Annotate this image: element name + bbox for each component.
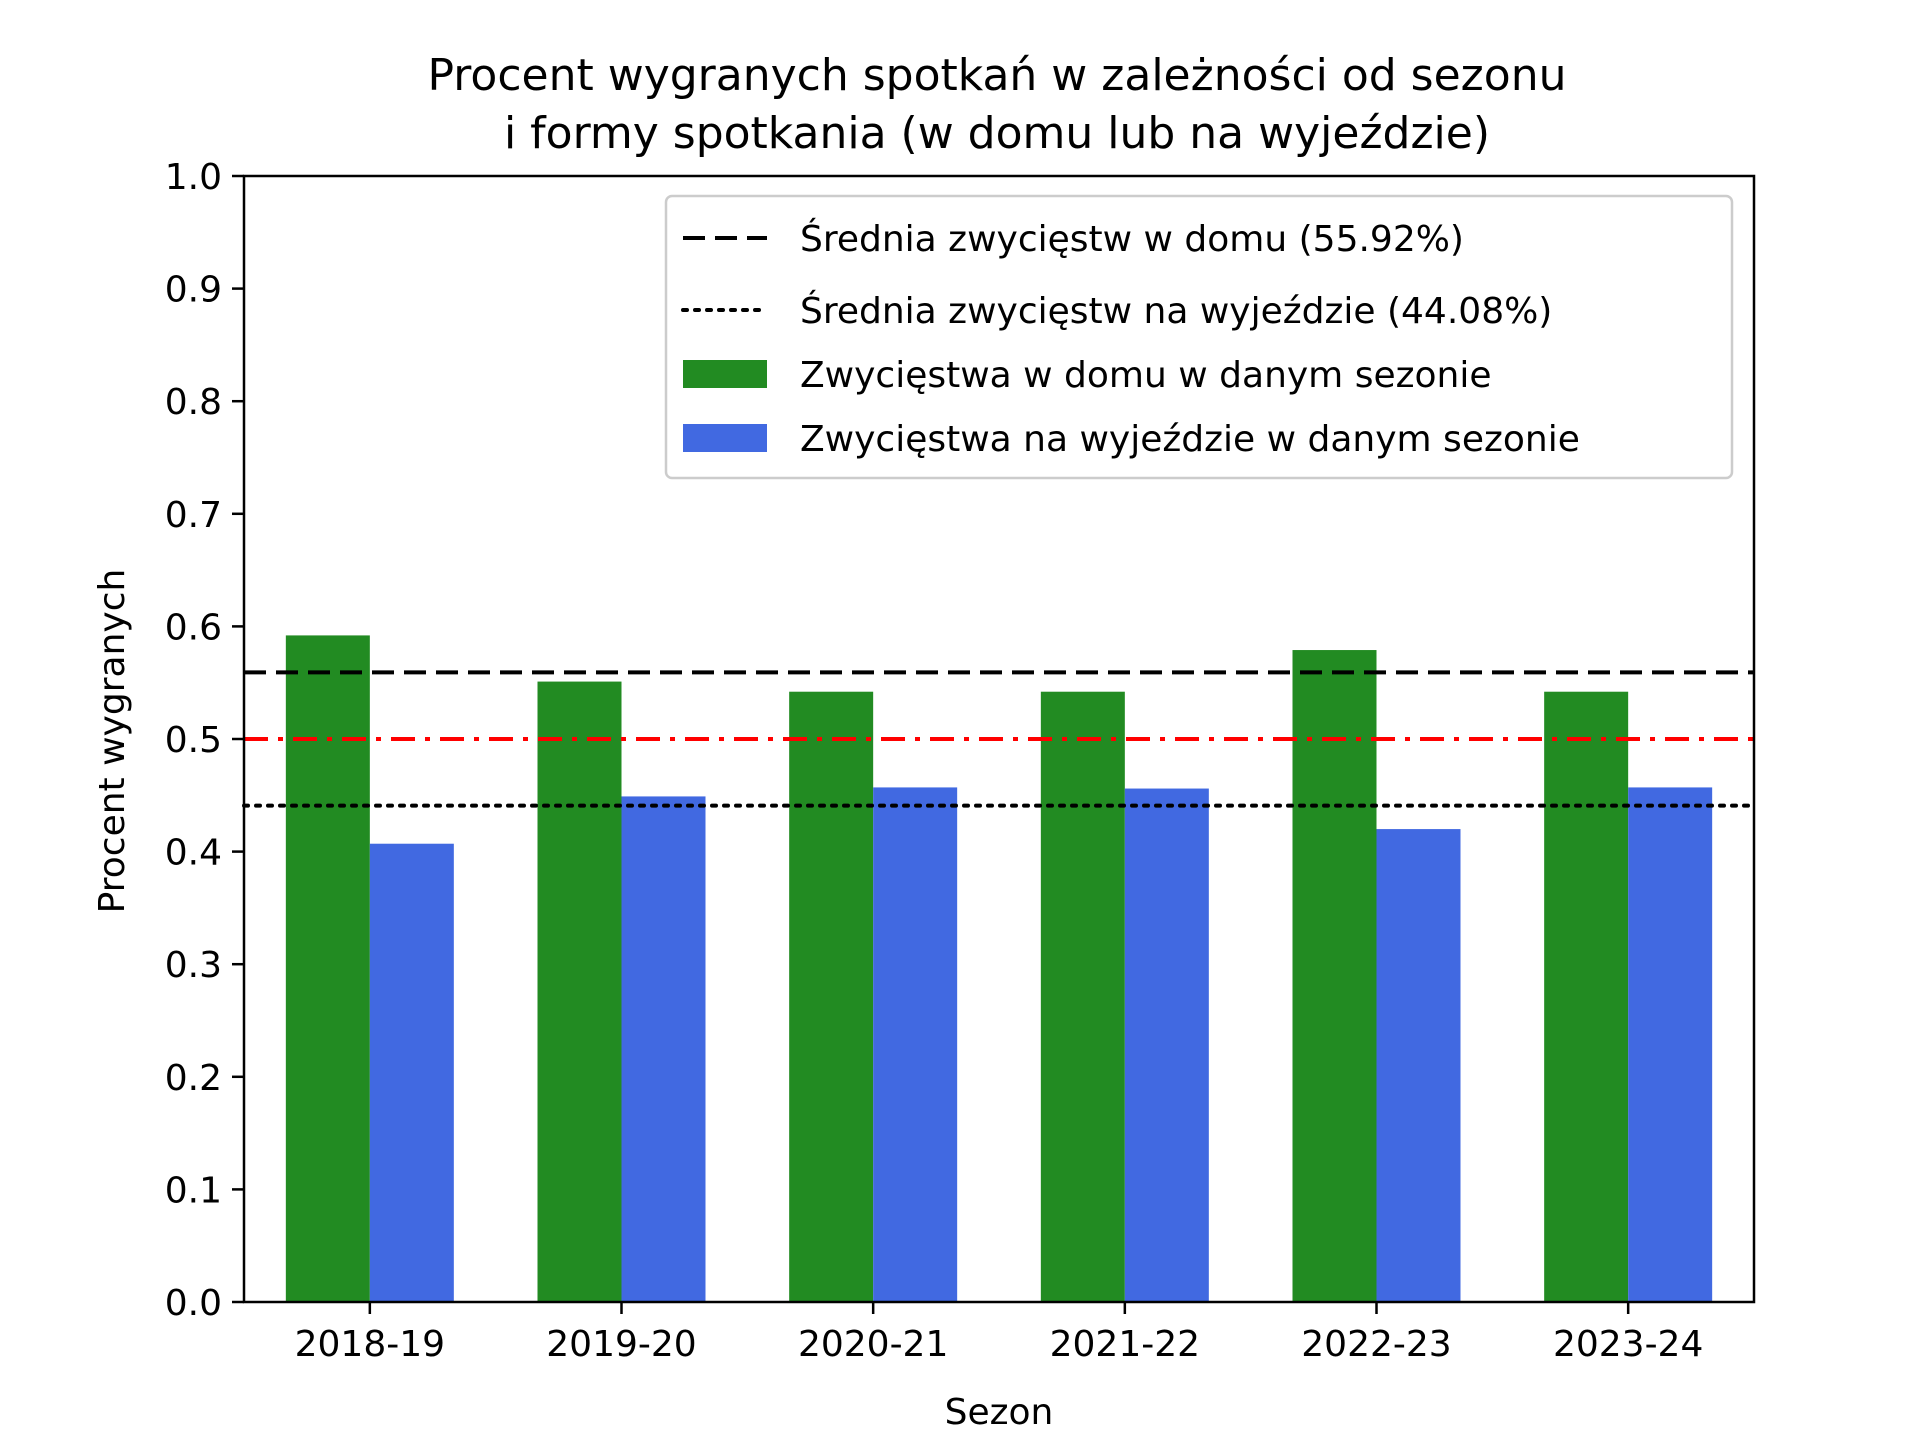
away-win-bar-2021-22 [1124, 788, 1209, 1302]
away-win-bar-2018-19 [369, 843, 454, 1302]
home-win-bar-2022-23 [1292, 650, 1377, 1302]
y-axis: 0.0 0.1 0.2 0.3 0.4 0.5 0.6 0.7 0.8 0.9 1.0 [165, 157, 244, 1324]
y-tick-label: 0.9 [165, 270, 222, 311]
reference-lines-layer [242, 670, 1756, 808]
x-axis-label: Sezon [945, 1392, 1054, 1433]
home-win-bar-2019-20 [537, 681, 622, 1302]
chart-title-line-2: i formy spotkania (w domu lub na wyjeźdz… [504, 108, 1490, 159]
home-win-bar-2023-24 [1544, 691, 1629, 1302]
home-win-bar-2018-19 [285, 635, 370, 1302]
home-win-bar-2020-21 [789, 691, 874, 1302]
y-tick-label: 0.3 [165, 945, 222, 986]
away-win-bar-2020-21 [873, 787, 958, 1302]
legend-handle-patch [683, 360, 767, 388]
y-tick-label: 0.0 [165, 1283, 222, 1324]
away-win-bar-2023-24 [1628, 787, 1713, 1302]
chart-title: Procent wygranych spotkań w zależności o… [428, 50, 1567, 159]
x-axis: 2018-19 2019-20 2020-21 2021-22 2022-23 2023-… [295, 1302, 1703, 1365]
y-tick-label: 0.1 [165, 1170, 222, 1211]
home-win-bar-2021-22 [1040, 691, 1125, 1302]
legend-entry-label: Zwycięstwa na wyjeździe w danym sezonie [800, 419, 1580, 460]
y-tick-label: 0.2 [165, 1058, 222, 1099]
x-tick-label: 2019-20 [546, 1324, 696, 1365]
y-tick-label: 0.5 [165, 720, 222, 761]
x-tick-label: 2020-21 [798, 1324, 948, 1365]
y-axis-label: Procent wygranych [92, 569, 133, 914]
y-tick-label: 0.7 [165, 495, 222, 536]
x-tick-label: 2021-22 [1050, 1324, 1200, 1365]
away-win-bar-2022-23 [1376, 829, 1461, 1302]
legend-entry-label: Średnia zwycięstw na wyjeździe (44.08%) [800, 290, 1552, 332]
y-tick-label: 1.0 [165, 157, 222, 198]
x-tick-label: 2022-23 [1301, 1324, 1451, 1365]
legend: Średnia zwycięstw w domu (55.92%) Średnia… [664, 194, 1734, 480]
legend-entry-label: Zwycięstwa w domu w danym sezonie [800, 355, 1492, 396]
legend-handle-patch [683, 424, 767, 452]
bars-layer [285, 635, 1713, 1302]
x-tick-label: 2018-19 [295, 1324, 445, 1365]
y-tick-label: 0.8 [165, 382, 222, 423]
y-tick-label: 0.6 [165, 607, 222, 648]
chart-title-line-1: Procent wygranych spotkań w zależności o… [428, 50, 1567, 101]
legend-box [664, 194, 1734, 480]
y-tick-label: 0.4 [165, 833, 222, 874]
x-tick-label: 2023-24 [1553, 1324, 1703, 1365]
away-win-bar-2019-20 [621, 796, 706, 1302]
legend-entry-label: Średnia zwycięstw w domu (55.92%) [800, 218, 1464, 260]
